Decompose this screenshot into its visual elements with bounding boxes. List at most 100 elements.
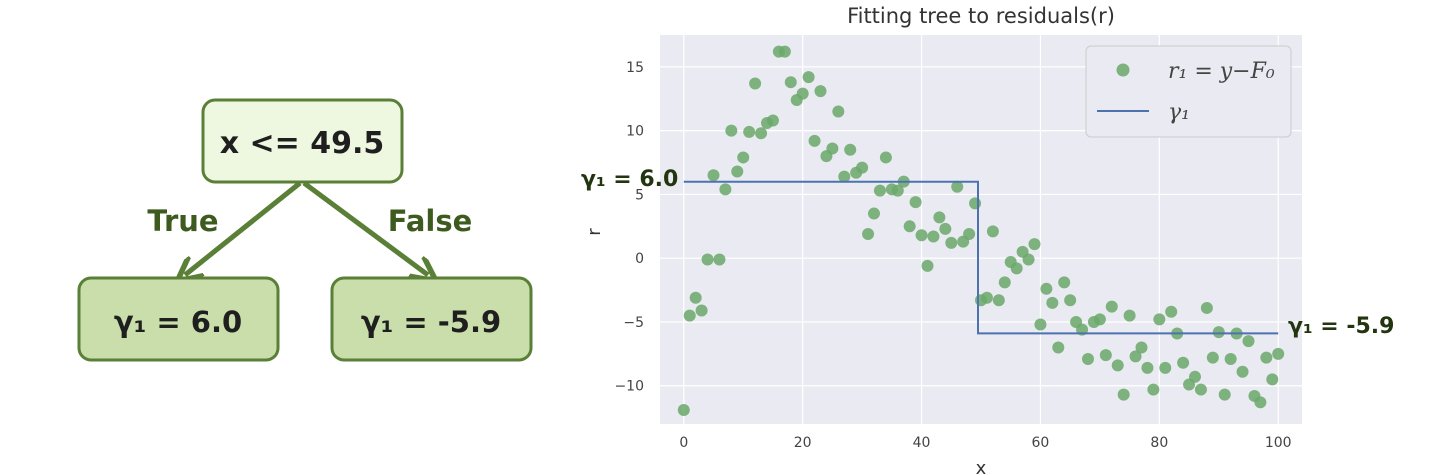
data-point: [1260, 351, 1273, 364]
data-point: [719, 183, 732, 196]
data-point: [1218, 388, 1231, 401]
left-leaf-node: [77, 276, 280, 362]
data-point: [766, 114, 779, 127]
data-point: [891, 184, 904, 197]
data-point: [873, 184, 886, 197]
root-node-label: x <= 49.5: [220, 126, 385, 161]
data-point: [1141, 361, 1154, 374]
data-point: [992, 294, 1005, 307]
data-point: [755, 127, 768, 140]
y-tick-label: 15: [626, 60, 644, 76]
data-point: [689, 291, 702, 304]
data-point: [731, 165, 744, 178]
x-axis-label: x: [976, 458, 987, 475]
data-point: [862, 227, 875, 240]
data-point: [1064, 294, 1077, 307]
x-tick-label: 40: [913, 435, 931, 451]
data-point: [1117, 388, 1130, 401]
data-point: [969, 197, 982, 210]
data-point: [1153, 313, 1166, 326]
x-tick-labels: 0 20 40 60 80 100: [679, 435, 1291, 451]
data-point: [909, 196, 922, 209]
x-tick-label: 80: [1150, 435, 1168, 451]
decision-tree: x <= 49.5 True False γ₁ = 6.0 γ₁ = -5.9: [77, 98, 533, 362]
gamma-right-annotation: γ₁ = -5.9: [1288, 314, 1394, 339]
data-point: [844, 143, 857, 156]
data-point: [903, 220, 916, 233]
data-point: [1206, 351, 1219, 364]
data-point: [808, 134, 821, 147]
data-point: [879, 151, 892, 164]
false-edge: [302, 180, 428, 275]
data-point: [1224, 352, 1237, 365]
data-point: [707, 169, 720, 182]
data-point: [737, 151, 750, 164]
data-point: [1123, 309, 1136, 322]
y-tick-label: −10: [614, 379, 644, 395]
data-point: [945, 236, 958, 249]
x-tick-label: 0: [679, 435, 688, 451]
left-leaf-label: γ₁ = 6.0: [114, 305, 242, 339]
data-point: [814, 85, 827, 98]
false-edge-label: False: [388, 204, 473, 238]
data-point: [951, 180, 964, 193]
data-point: [915, 229, 928, 242]
data-point: [1040, 282, 1053, 295]
y-tick-label: 0: [635, 251, 644, 267]
data-point: [1159, 361, 1172, 374]
data-point: [1194, 383, 1207, 396]
data-point: [1129, 350, 1142, 363]
data-point: [1010, 262, 1023, 275]
data-point: [1135, 341, 1148, 354]
gamma-step-line: [683, 180, 1279, 335]
true-edge: [185, 181, 302, 275]
data-point: [1046, 296, 1059, 309]
root-node: [201, 98, 404, 184]
data-point: [1266, 373, 1279, 386]
gamma-left-annotation: γ₁ = 6.0: [581, 167, 678, 192]
true-edge-label: True: [147, 204, 218, 238]
right-leaf-label: γ₁ = -5.9: [361, 305, 501, 339]
data-point: [1093, 313, 1106, 326]
data-point: [1254, 396, 1267, 409]
data-point: [826, 142, 839, 155]
data-point: [986, 225, 999, 238]
data-point: [1212, 326, 1225, 339]
data-point: [868, 207, 880, 220]
legend-label-step: γ₁: [1168, 100, 1190, 125]
legend-marker-points: [1116, 63, 1130, 77]
residual-chart: Fitting tree to residuals(r) 0 20 40 60 80 10…: [581, 4, 1394, 475]
data-point: [1105, 300, 1118, 313]
chart-title: Fitting tree to residuals(r): [847, 4, 1115, 28]
data-point: [856, 161, 869, 174]
data-point: [980, 291, 993, 304]
data-point: [784, 76, 797, 89]
data-point: [1147, 383, 1160, 396]
y-tick-label: 5: [635, 187, 644, 203]
y-tick-labels: −10 −5 0 5 10 15: [614, 60, 644, 395]
data-point: [677, 403, 690, 416]
data-point: [743, 125, 756, 138]
data-point: [1242, 335, 1255, 348]
data-point: [1189, 370, 1201, 383]
data-point: [1111, 359, 1124, 372]
data-point: [933, 211, 946, 224]
data-point: [1082, 352, 1094, 365]
data-point: [749, 77, 762, 90]
data-point: [802, 71, 815, 84]
data-point: [725, 124, 738, 137]
data-point: [1236, 365, 1249, 378]
y-axis-label: r: [584, 228, 605, 236]
data-point: [963, 227, 976, 240]
data-point: [1099, 349, 1112, 362]
data-point: [1022, 253, 1035, 266]
data-point: [1177, 356, 1190, 369]
x-tick-label: 60: [1032, 435, 1050, 451]
data-point: [921, 259, 934, 272]
legend-box: [1085, 45, 1292, 138]
legend: r₁ = y−F₀ γ₁: [1085, 45, 1292, 138]
data-point: [838, 170, 851, 183]
data-point: [695, 304, 708, 317]
data-point: [1165, 305, 1178, 318]
data-point: [998, 276, 1011, 289]
